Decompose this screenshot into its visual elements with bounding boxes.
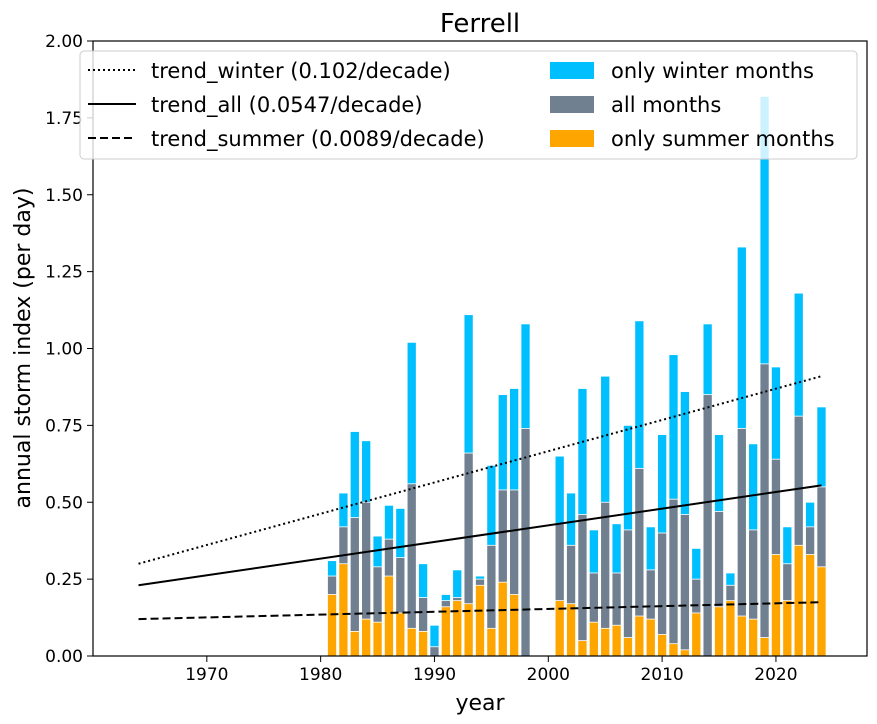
bar-summer-1982 (338, 563, 349, 657)
legend-swatch-all (550, 96, 594, 113)
bar-summer-2015 (714, 606, 724, 657)
bar-all-2007 (623, 529, 633, 657)
bar-summer-1988 (406, 627, 417, 657)
bar-summer-2016 (725, 600, 736, 657)
bar-all-1990 (429, 646, 440, 657)
bar-summer-2023 (805, 554, 816, 657)
legend-label-summer: only summer months (611, 127, 835, 151)
x-axis: 1970 1980 1990 2000 2010 2020 (185, 656, 798, 685)
bar-summer-2020 (770, 554, 781, 657)
bar-summer-1989 (418, 631, 429, 657)
legend-swatch-winter (550, 62, 594, 79)
bar-summer-1985 (372, 621, 383, 657)
y-tick-label-0.00: 0.00 (45, 647, 83, 667)
legend: trend_winter (0.102/decade) trend_all (0… (79, 50, 858, 160)
bar-summer-1991 (440, 606, 451, 657)
bar-summer-1994 (475, 584, 485, 657)
trend-lines-layer (138, 375, 822, 621)
x-tick-label-2020: 2020 (754, 665, 797, 685)
bar-summer-1984 (361, 618, 372, 657)
bar-summer-2013 (691, 612, 702, 657)
bar-summer-2009 (645, 618, 656, 657)
bar-summer-1997 (509, 594, 520, 657)
bar-summer-2002 (566, 603, 577, 657)
y-tick-label-1.75: 1.75 (45, 109, 83, 129)
bar-summer-2021 (782, 600, 793, 657)
legend-swatch-summer (550, 130, 594, 147)
bars-layer (327, 95, 827, 657)
legend-label-trend-all: trend_all (0.0547/decade) (151, 93, 423, 118)
y-axis-title: annual storm index (per day) (11, 188, 36, 509)
y-tick-label-0.25: 0.25 (45, 570, 83, 590)
bar-summer-2004 (588, 621, 599, 657)
trend-summer-line (138, 601, 822, 621)
bar-summer-1987 (395, 612, 406, 657)
x-tick-label-1970: 1970 (185, 665, 228, 685)
x-tick-label-2010: 2010 (640, 665, 683, 685)
bar-summer-2010 (657, 634, 668, 657)
x-tick-label-1990: 1990 (413, 665, 456, 685)
y-tick-label-0.50: 0.50 (45, 493, 83, 513)
y-tick-label-1.25: 1.25 (45, 263, 83, 283)
bar-summer-2005 (600, 627, 611, 657)
bar-summer-1983 (349, 631, 360, 657)
y-tick-label-1.00: 1.00 (45, 340, 83, 360)
chart-title: Ferrell (440, 9, 520, 39)
bar-summer-1995 (486, 627, 497, 657)
legend-label-trend-winter: trend_winter (0.102/decade) (151, 59, 451, 84)
bar-summer-2012 (679, 649, 690, 657)
bar-summer-2006 (611, 624, 622, 657)
x-axis-title: year (455, 691, 505, 716)
bar-summer-1996 (497, 581, 508, 657)
bar-all-2003 (577, 514, 588, 657)
trend-winter-line (138, 375, 822, 565)
legend-frame (79, 50, 858, 160)
bar-summer-2019 (759, 637, 770, 657)
bar-summer-2017 (736, 615, 747, 657)
legend-label-winter: only winter months (611, 59, 814, 83)
bar-all-2012 (679, 514, 690, 657)
bar-summer-2011 (668, 643, 679, 657)
bar-summer-2003 (577, 640, 588, 657)
bar-summer-1981 (327, 594, 337, 657)
y-tick-label-0.75: 0.75 (45, 416, 83, 436)
bar-summer-2018 (748, 618, 759, 657)
legend-label-trend-summer: trend_summer (0.0089/decade) (151, 127, 485, 152)
bar-all-2014 (702, 394, 713, 657)
x-tick-label-1980: 1980 (299, 665, 342, 685)
y-axis: 0.00 0.25 0.50 0.75 1.00 1.25 1.50 1.75 2.00 (45, 32, 93, 667)
bar-summer-2022 (793, 544, 804, 657)
x-tick-label-2000: 2000 (527, 665, 570, 685)
bar-summer-2024 (816, 566, 827, 657)
trend-all-line (138, 484, 822, 587)
legend-label-all: all months (611, 93, 721, 117)
bar-summer-2007 (623, 637, 633, 657)
bar-all-2019 (759, 363, 770, 657)
bar-summer-2008 (634, 615, 645, 657)
y-tick-label-2.00: 2.00 (45, 32, 83, 52)
bar-summer-1992 (452, 600, 463, 657)
bar-all-2011 (668, 498, 679, 657)
bar-summer-1986 (383, 575, 394, 657)
y-tick-label-1.50: 1.50 (45, 186, 83, 206)
bar-all-1998 (520, 428, 531, 657)
